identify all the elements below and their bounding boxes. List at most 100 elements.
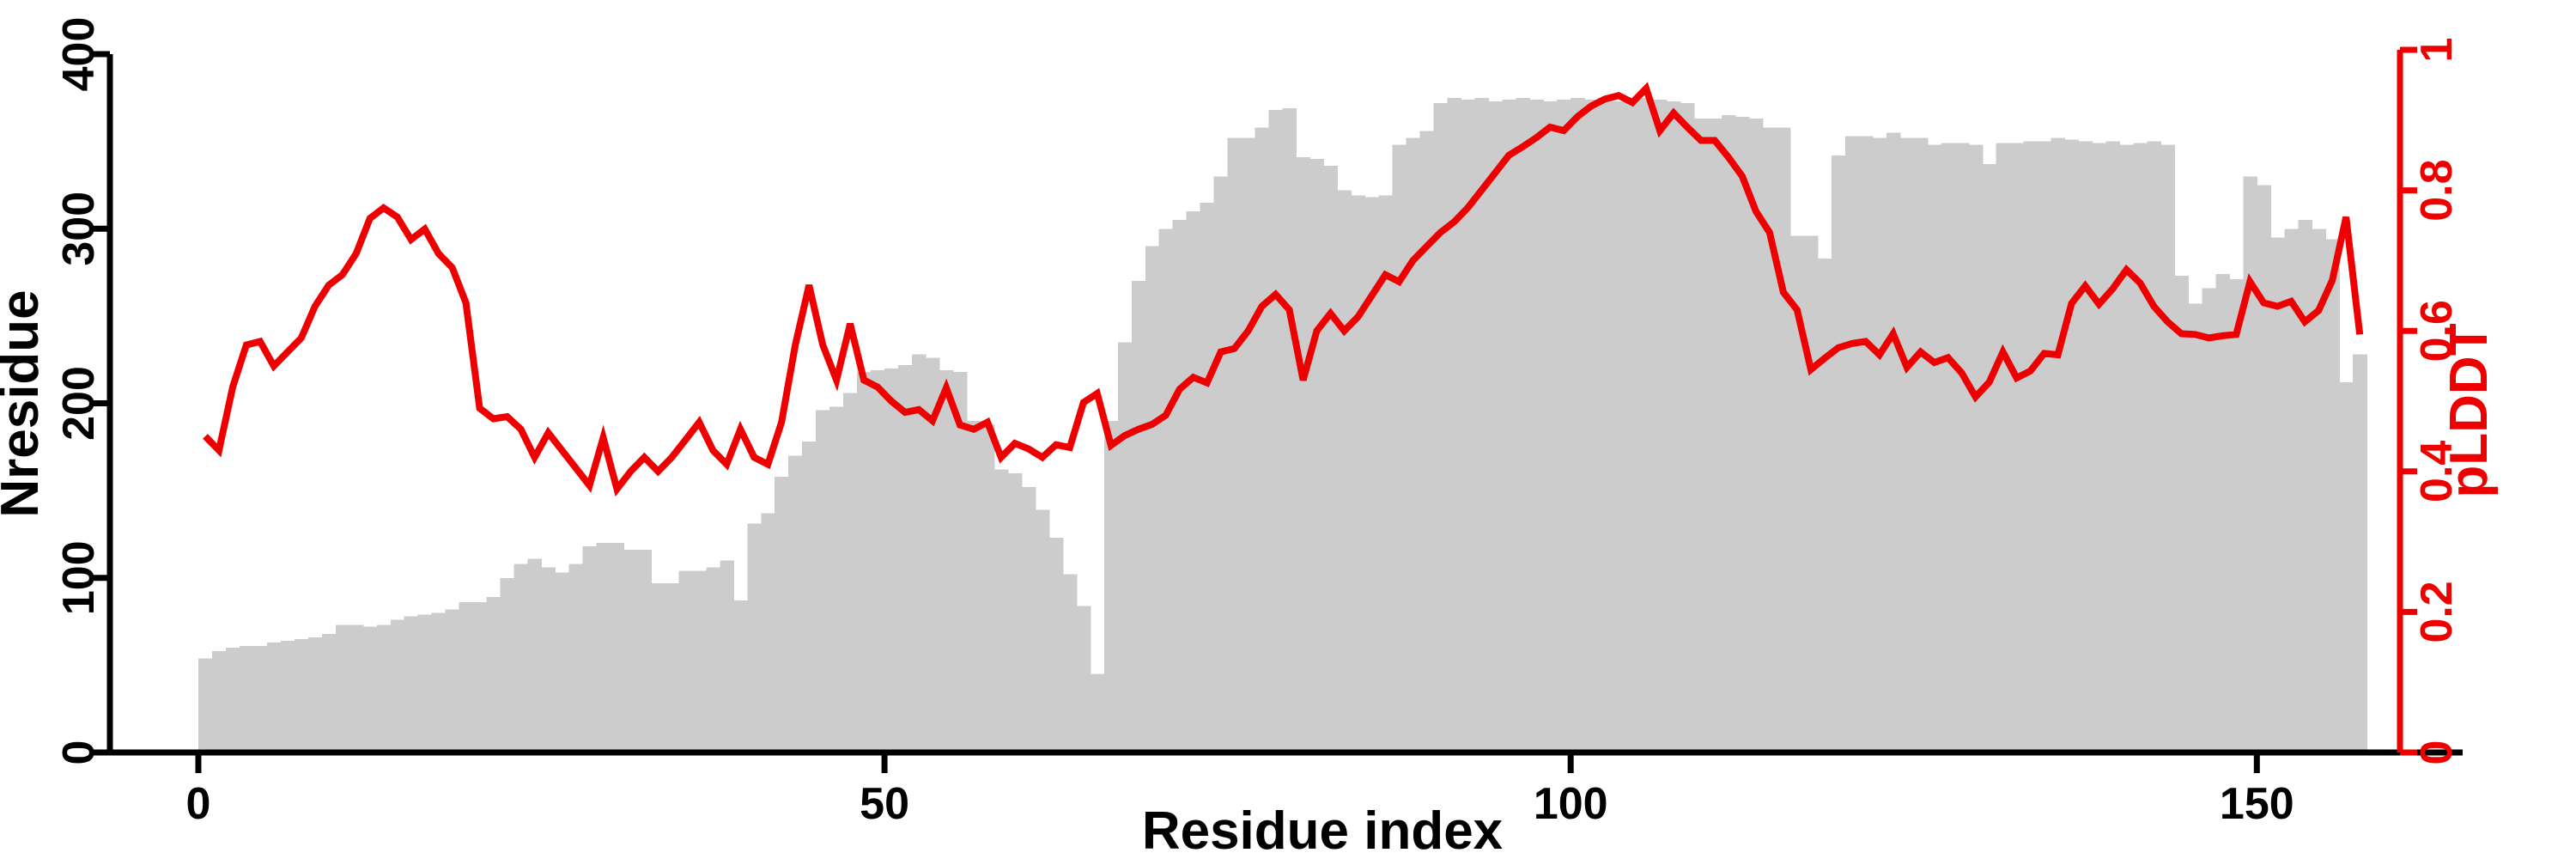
bar (417, 614, 433, 752)
bar (500, 577, 515, 752)
bar (1941, 143, 1956, 752)
bar (2050, 137, 2066, 752)
bar (857, 371, 872, 752)
bar (472, 602, 488, 752)
bar (527, 558, 543, 752)
bar (1708, 119, 1722, 752)
right-tick-label: 1 (2412, 38, 2462, 63)
bar (1241, 137, 1256, 752)
nresidue-bars (198, 97, 2367, 753)
bar (1007, 472, 1023, 752)
left-tick-label: 100 (54, 540, 104, 615)
bar (1968, 144, 1984, 752)
bar (1282, 108, 1297, 752)
bar (307, 637, 323, 752)
bar (335, 624, 350, 752)
bar (459, 602, 474, 752)
bar (2298, 220, 2312, 753)
bar (390, 619, 405, 752)
bar (993, 469, 1009, 752)
left-axis-title: Nresidue (0, 289, 50, 517)
bar (610, 543, 625, 752)
bar (747, 523, 762, 752)
plddt-line-group (203, 82, 2364, 497)
bar (445, 609, 460, 752)
bar (1474, 97, 1489, 752)
bar (775, 476, 789, 752)
bar (1062, 574, 1078, 752)
bar (1543, 101, 1558, 752)
bar (706, 567, 720, 752)
bar (2215, 274, 2230, 753)
bar (1762, 127, 1777, 752)
bar (2312, 228, 2326, 752)
bar (1722, 115, 1736, 752)
bar (1612, 101, 1626, 752)
bar (1186, 210, 1201, 753)
bar (1090, 673, 1105, 752)
bar (1351, 195, 1366, 752)
bar (980, 423, 995, 752)
right-tick-label: 0.8 (2412, 159, 2462, 221)
bar (1516, 97, 1530, 752)
bar (1488, 101, 1503, 752)
bar (1858, 136, 1874, 752)
bar (637, 550, 652, 752)
right-tick-label: 0.2 (2412, 581, 2462, 643)
bar (541, 567, 556, 752)
bar (376, 624, 392, 752)
bar (1913, 137, 1929, 752)
bar (871, 369, 885, 752)
bar (1680, 102, 1695, 752)
bar (1131, 281, 1146, 753)
bar (1584, 99, 1599, 753)
x-tick-label: 150 (2220, 779, 2294, 829)
bar (2147, 141, 2162, 753)
bar (2160, 144, 2176, 752)
bar (198, 658, 213, 752)
bar (1227, 137, 1242, 752)
bar (1571, 97, 1585, 752)
bar (2105, 141, 2121, 753)
bar (1145, 246, 1160, 753)
x-tick-label: 50 (860, 779, 909, 829)
bar (2229, 279, 2244, 752)
bar (2325, 239, 2340, 752)
bar (404, 616, 419, 752)
bar (1529, 99, 1544, 753)
bar (1803, 235, 1819, 752)
bar (596, 543, 611, 752)
bar (2064, 139, 2080, 753)
bar (2119, 144, 2135, 752)
right-tick-label: 0.6 (2412, 300, 2462, 362)
bar (1667, 101, 1681, 752)
bar (486, 597, 501, 752)
bar (266, 642, 282, 752)
right-tick-label: 0.4 (2412, 441, 2462, 503)
bar (1200, 202, 1215, 752)
bar (349, 624, 364, 752)
bar (2353, 354, 2367, 752)
bar (362, 626, 378, 752)
bar (1447, 97, 1461, 752)
bar (761, 513, 775, 752)
bar (1461, 99, 1475, 753)
bar (678, 570, 693, 752)
bar (1927, 144, 1942, 752)
bar (1433, 102, 1448, 752)
bar (1598, 97, 1613, 752)
right-tick-label: 0 (2412, 740, 2462, 765)
bar (2339, 382, 2354, 752)
bar (1172, 220, 1188, 753)
bar (692, 570, 707, 752)
left-tick-label: 300 (54, 192, 104, 266)
bar (788, 455, 803, 752)
bar (239, 646, 254, 752)
bar (1639, 97, 1654, 752)
bar (568, 564, 584, 752)
bar (2257, 185, 2271, 752)
bar (513, 564, 529, 752)
bar (733, 600, 748, 752)
